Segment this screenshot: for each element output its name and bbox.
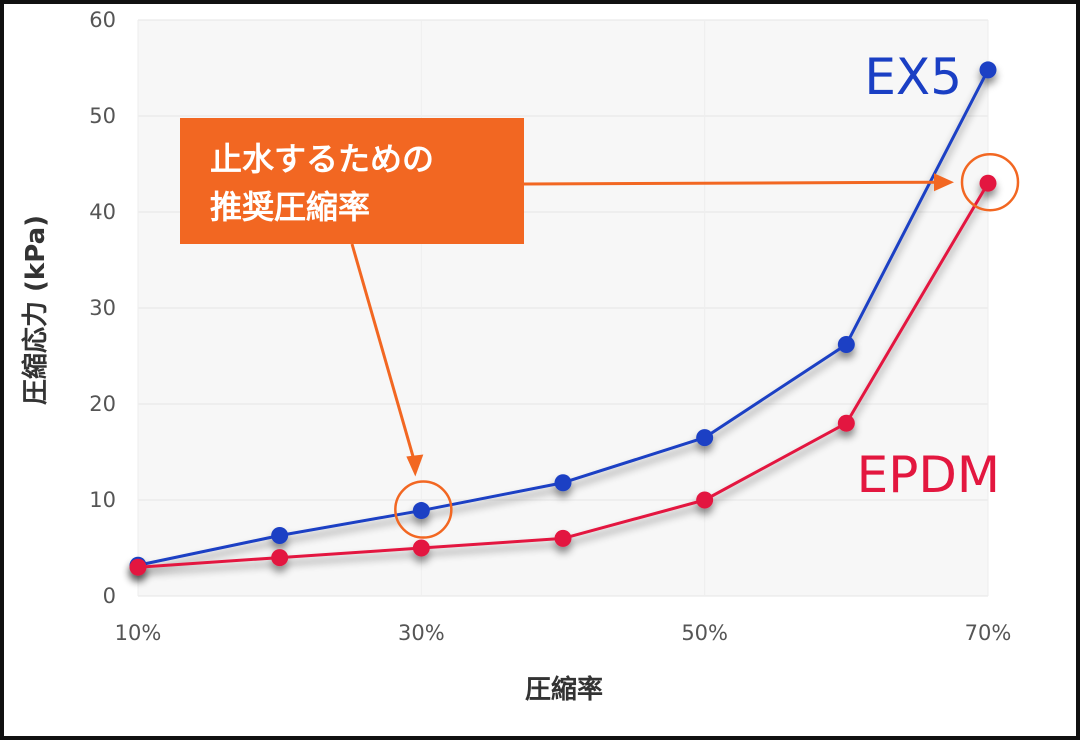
data-point-epdm [837, 414, 855, 432]
callout-text-line: 止水するための [210, 140, 434, 178]
series-label-ex5: EX5 [864, 48, 962, 106]
highlight-circle [960, 152, 1020, 212]
callout-box [180, 118, 524, 244]
series-epdm [129, 174, 997, 576]
callout-arrow-line [523, 180, 941, 186]
y-tick-label: 0 [103, 584, 116, 608]
highlight-circle [394, 480, 453, 539]
data-point-ex5 [554, 474, 572, 492]
y-tick-label: 40 [89, 200, 116, 224]
y-axis-title: 圧縮応力 (kPa) [20, 215, 51, 405]
x-tick-label: 30% [398, 621, 445, 645]
callout-text-line: 推奨圧縮率 [210, 188, 370, 226]
x-axis-title: 圧縮率 [525, 674, 603, 705]
x-tick-label: 50% [681, 621, 728, 645]
callout-arrow-head [406, 454, 424, 477]
data-point-epdm [271, 549, 289, 567]
callout-arrow-head [934, 173, 954, 192]
x-tick-label: 70% [965, 621, 1012, 645]
callout-arrow-line [350, 243, 417, 465]
data-point-epdm [412, 539, 430, 557]
data-point-epdm [696, 491, 714, 509]
data-point-ex5 [271, 527, 289, 545]
data-point-epdm [979, 174, 997, 192]
y-tick-label: 10 [89, 488, 116, 512]
data-point-ex5 [979, 61, 997, 79]
series-label-epdm: EPDM [857, 446, 1000, 504]
data-point-epdm [129, 558, 147, 576]
line-chart: 0 10 20 30 40 50 60 10% 30% 50% 70% 圧縮応力 (kPa) 圧縮率… [20, 8, 1020, 705]
y-tick-label: 30 [89, 296, 116, 320]
y-tick-label: 20 [89, 392, 116, 416]
data-point-ex5 [696, 429, 714, 447]
data-point-epdm [554, 529, 572, 547]
y-tick-label: 50 [89, 104, 116, 128]
y-tick-label: 60 [89, 8, 116, 32]
data-point-ex5 [837, 335, 855, 353]
data-point-ex5 [412, 502, 430, 520]
x-tick-label: 10% [115, 621, 162, 645]
